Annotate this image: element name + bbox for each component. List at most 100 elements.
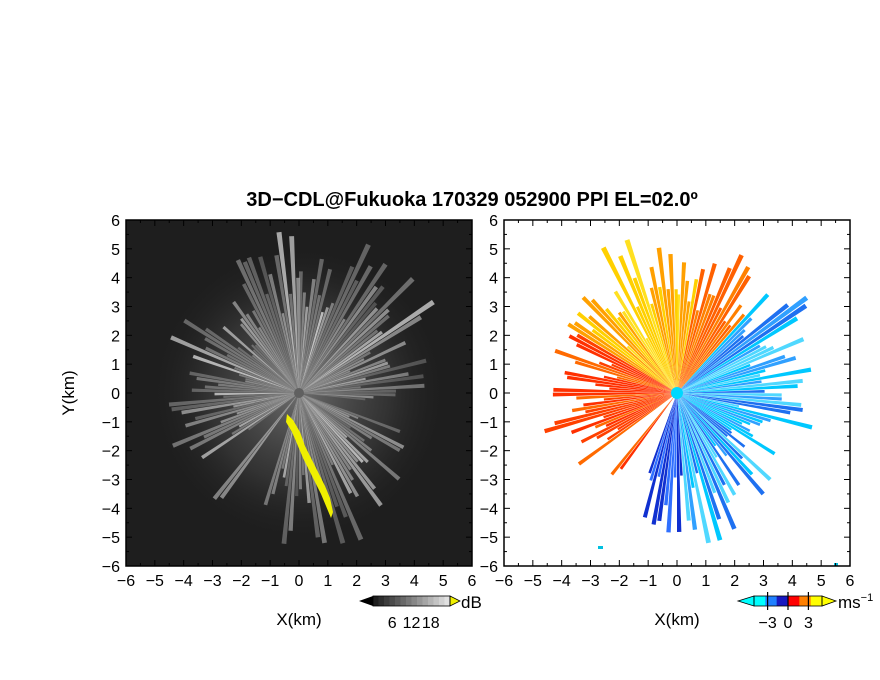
reflectivity-echo-ray — [299, 285, 385, 393]
colorbar-segment — [754, 596, 766, 606]
velocity-echo-ray — [616, 376, 677, 393]
x-tick-label: 5 — [439, 573, 448, 590]
colorbar-segment — [378, 596, 385, 606]
x-tick-label: 1 — [323, 573, 332, 590]
reflectivity-echo-ray — [299, 393, 334, 466]
velocity-echo-ray — [585, 393, 677, 414]
velocity-echo-ray — [656, 247, 677, 393]
velocity-echo-ray — [610, 393, 677, 476]
y-tick-label: −3 — [102, 473, 120, 490]
velocity-radar-site-marker — [671, 387, 683, 399]
reflectivity-echo-ray — [299, 393, 366, 401]
x-tick-label: −5 — [146, 573, 164, 590]
velocity-echo-ray — [677, 265, 751, 393]
velocity-echo-ray — [677, 294, 681, 393]
colorbar-segment — [422, 596, 429, 606]
colorbar-segment — [389, 596, 396, 606]
y-tick-label: −4 — [102, 501, 120, 518]
reflectivity-panel — [126, 220, 472, 566]
velocity-echo-ray — [677, 309, 700, 393]
reflectivity-echo-ray — [299, 358, 386, 393]
reflectivity-echo-ray — [299, 393, 353, 494]
velocity-echo-ray — [677, 337, 805, 393]
reflectivity-echo-ray — [299, 311, 324, 393]
velocity-echo-ray — [677, 393, 772, 482]
reflectivity-echo-ray — [299, 393, 352, 471]
reflectivity-echo-ray — [299, 308, 390, 393]
colorbar-segment — [439, 596, 445, 606]
velocity-echo-ray — [642, 393, 677, 518]
chart-title: 3D−CDL@Fukuoka 170329 052900 PPI EL=02.0… — [246, 189, 698, 211]
reflectivity-echo-ray — [223, 393, 299, 399]
x-tick-label: −6 — [117, 573, 135, 590]
reflectivity-echo-ray — [265, 293, 299, 393]
velocity-echo-ray — [645, 337, 677, 393]
reflectivity-echo-ray — [299, 393, 373, 440]
y-tick-label: 6 — [111, 213, 120, 230]
velocity-echo-ray — [677, 393, 791, 415]
x-tick-label: −1 — [261, 573, 279, 590]
velocity-echo-ray — [544, 393, 677, 434]
colorbar-segment — [384, 596, 390, 606]
velocity-colorbar: −3 0 3 — [736, 592, 838, 632]
colorbar-segment — [788, 596, 800, 606]
reflectivity-echo-ray — [299, 306, 309, 393]
velocity-echo-ray — [668, 253, 677, 393]
x-tick-label: −1 — [639, 573, 657, 590]
reflectivity-echo-ray — [299, 393, 365, 442]
reflectivity-echo-ray — [299, 271, 303, 393]
reflectivity-echo-rays — [168, 231, 435, 544]
reflectivity-echo-ray — [237, 346, 299, 393]
x-tick-label: 3 — [759, 573, 768, 590]
x-tick-label: −2 — [232, 573, 250, 590]
velocity-echo-ray — [677, 384, 798, 393]
velocity-echo-ray — [677, 393, 726, 486]
colorbar-segment — [406, 596, 412, 606]
velocity-echo-ray — [588, 315, 677, 393]
colorbar-segment — [776, 596, 789, 606]
velocity-echo-ray — [666, 289, 677, 393]
velocity-echo-ray — [677, 393, 683, 476]
colorbar-segment — [373, 596, 379, 606]
velocity-echo-ray — [624, 239, 677, 393]
y-tick-label: −1 — [480, 415, 498, 432]
velocity-echo-ray — [553, 387, 677, 393]
velocity-echo-ray — [677, 294, 716, 393]
reflectivity-echo-ray — [299, 277, 415, 393]
velocity-echo-ray — [677, 393, 737, 496]
reflectivity-echo-ray — [219, 393, 299, 500]
velocity-echo-ray — [648, 393, 677, 474]
reflectivity-high-echo-band — [286, 414, 333, 518]
velocity-echo-ray — [677, 320, 727, 393]
reflectivity-echo-ray — [204, 385, 299, 393]
velocity-echo-ray — [677, 393, 740, 408]
velocity-echo-ray — [677, 345, 767, 393]
reflectivity-echo-ray — [299, 393, 339, 508]
reflectivity-echo-ray — [299, 292, 307, 393]
reflectivity-echo-ray — [299, 386, 361, 393]
reflectivity-echo-ray — [183, 318, 299, 393]
velocity-echo-ray — [576, 311, 677, 393]
reflectivity-echo-ray — [299, 389, 396, 393]
x-tick-label: 4 — [788, 573, 797, 590]
velocity-echo-ray — [677, 393, 717, 494]
velocity-echo-ray — [677, 393, 723, 541]
colorbar-segment — [765, 596, 778, 606]
reflectivity-echo-ray — [226, 353, 299, 393]
velocity-colorbar-unit-exponent: −1 — [861, 592, 874, 604]
y-tick-label: −5 — [102, 530, 120, 547]
velocity-echo-ray — [666, 393, 677, 533]
colorbar-segment — [428, 596, 434, 606]
velocity-echo-ray — [677, 393, 743, 425]
velocity-echo-ray — [677, 329, 746, 393]
reflectivity-echo-ray — [299, 258, 324, 393]
x-tick-label: −4 — [175, 573, 193, 590]
reflectivity-echo-ray — [299, 374, 424, 393]
reflectivity-echo-ray — [299, 265, 355, 393]
velocity-echo-ray — [677, 304, 743, 393]
y-tick-label: 6 — [489, 213, 498, 230]
velocity-echo-ray — [677, 393, 782, 397]
velocity-colorbar-unit: ms−1 — [838, 592, 873, 612]
velocity-echo-ray — [570, 393, 677, 435]
velocity-echo-ray — [595, 383, 677, 393]
